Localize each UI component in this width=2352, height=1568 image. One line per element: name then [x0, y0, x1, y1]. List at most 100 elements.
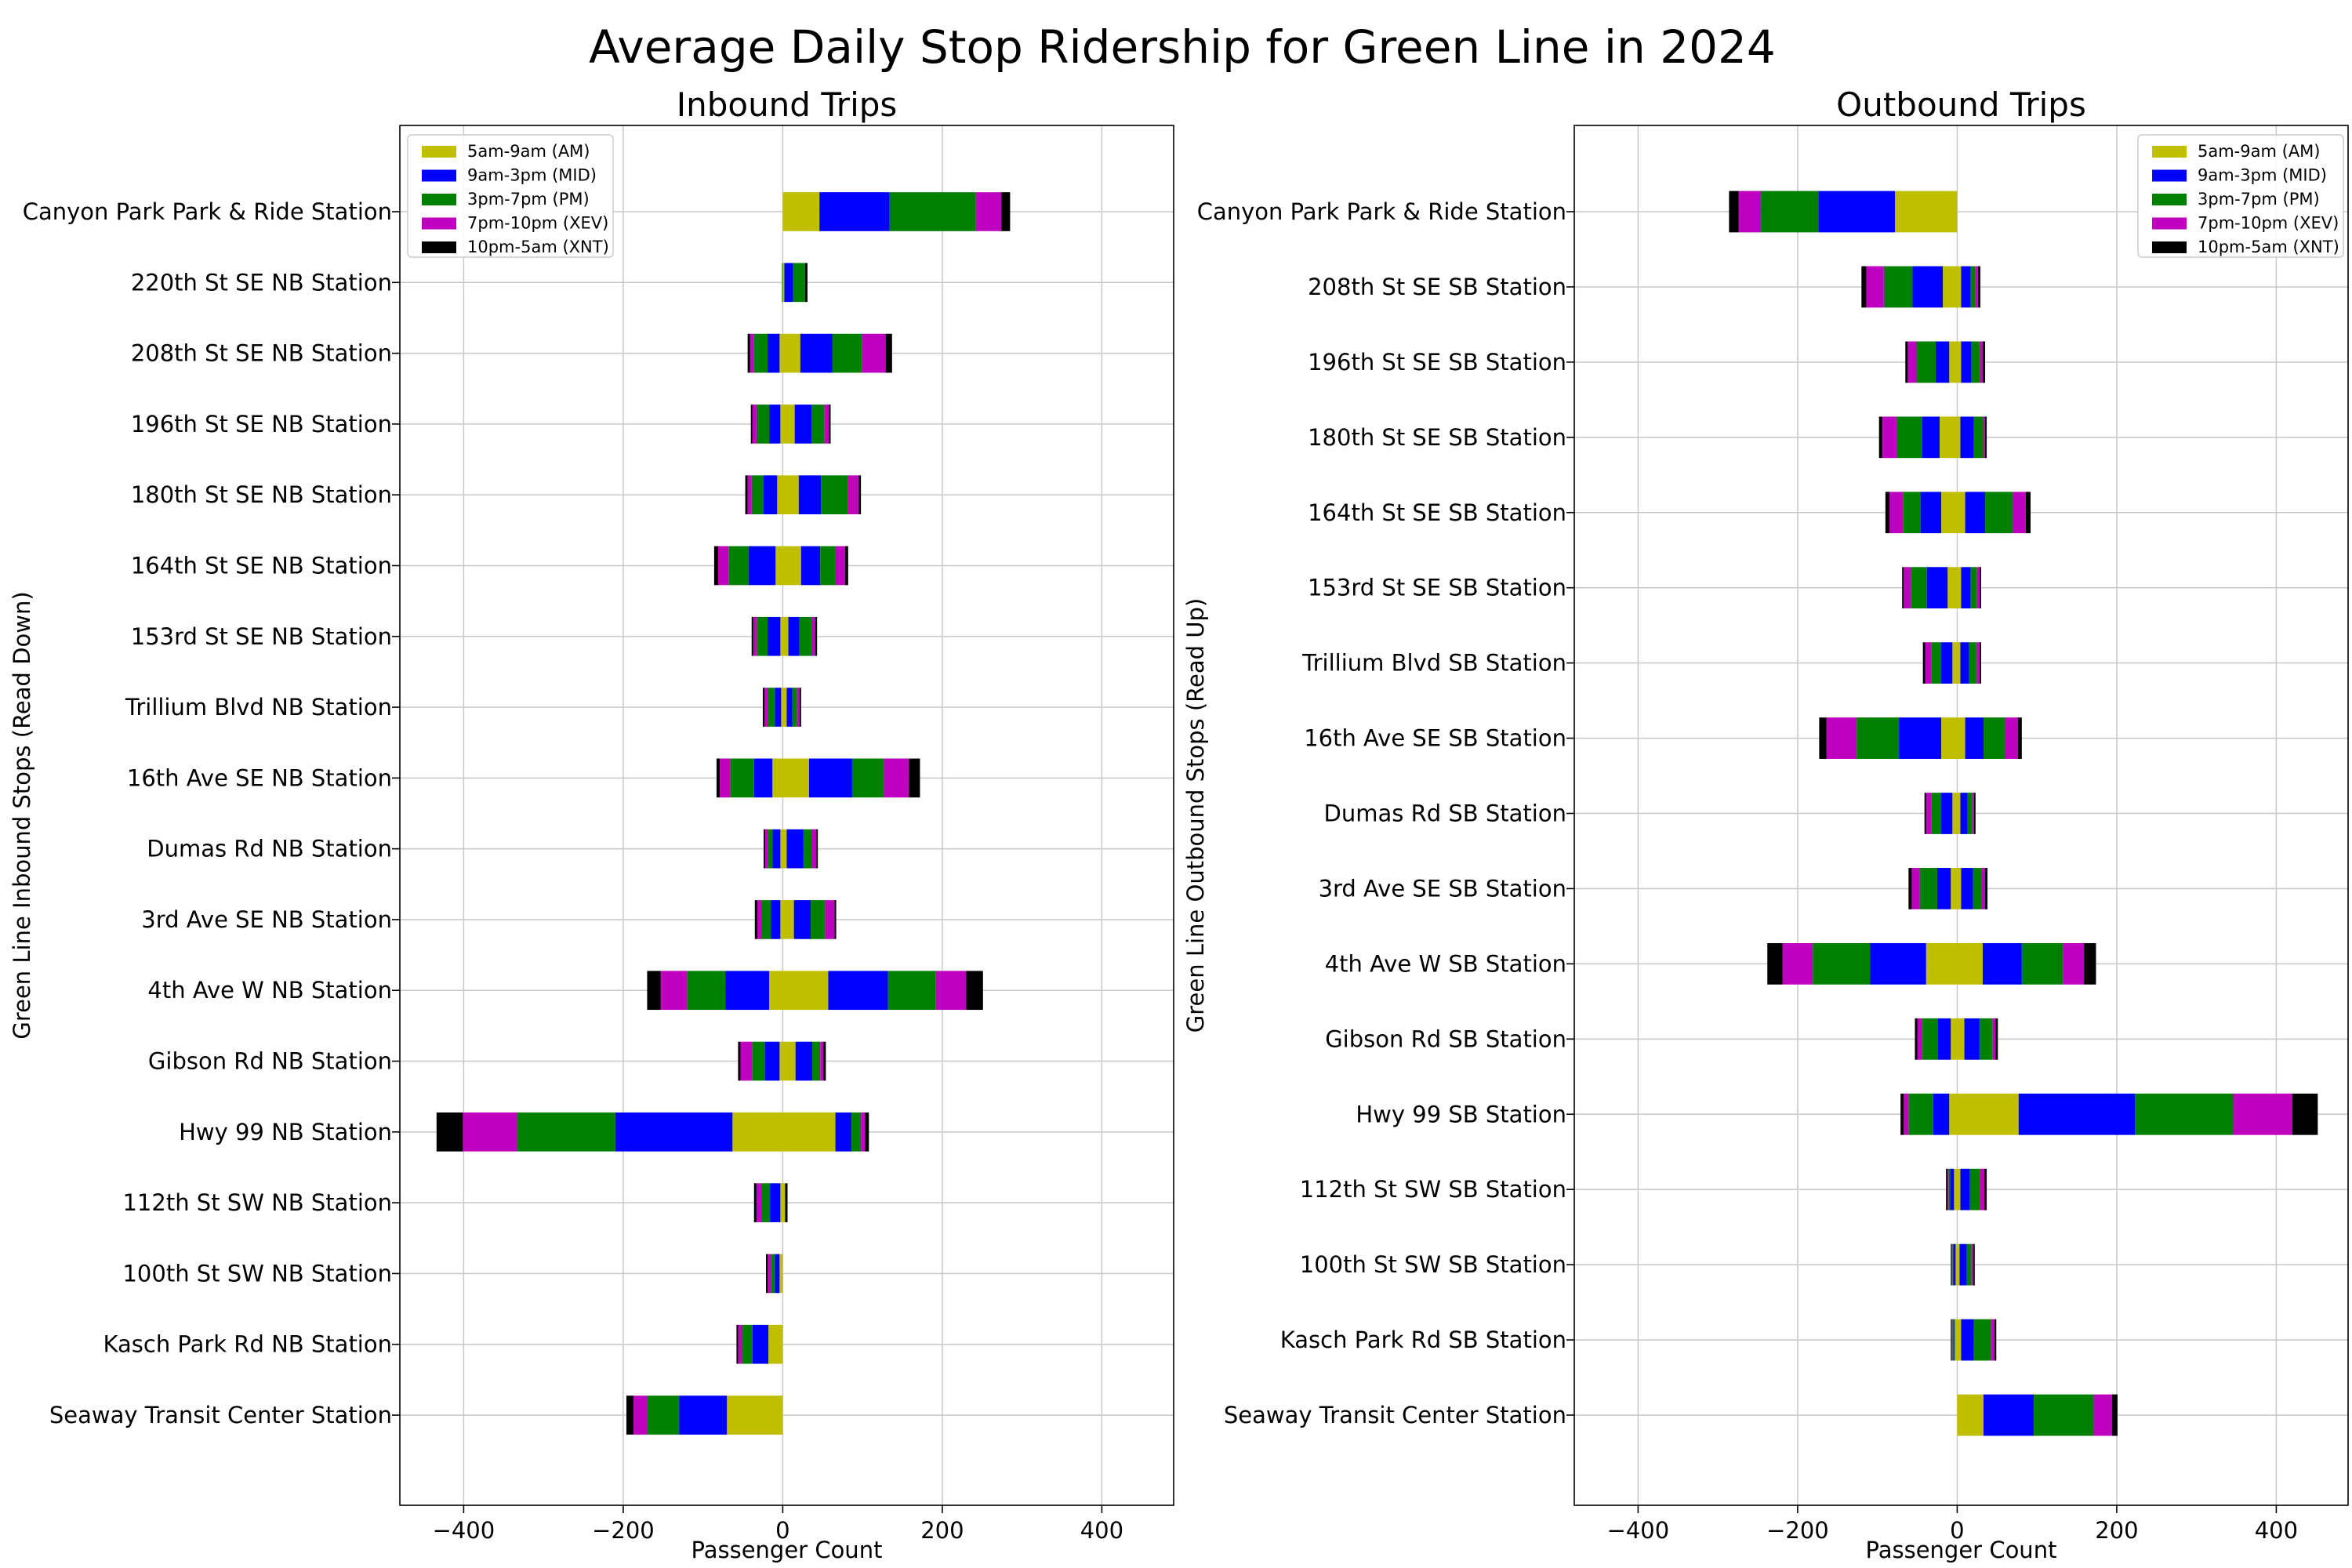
- legend-label: 10pm-5am (XNT): [467, 238, 609, 256]
- bar-segment: [1955, 1243, 1958, 1286]
- bar-segment: [768, 616, 781, 656]
- bar-segment: [1980, 1168, 1985, 1210]
- bar-segment: [1960, 642, 1969, 684]
- bar-segment: [1979, 567, 1981, 609]
- bar-segment: [779, 1041, 783, 1081]
- bar-segment: [1961, 567, 1971, 609]
- bar-segment: [1979, 642, 1981, 684]
- bar-segment: [782, 333, 800, 373]
- bar-segment: [1767, 942, 1783, 985]
- bar-segment: [2005, 717, 2018, 759]
- bar-segment: [1954, 1168, 1958, 1210]
- legend-swatch: [422, 169, 456, 182]
- bar-segment: [793, 900, 811, 939]
- legend-swatch: [2152, 241, 2187, 253]
- bar-segment: [1957, 341, 1962, 383]
- bar-segment: [782, 900, 794, 939]
- bar-segment: [1965, 717, 1984, 759]
- bar-segment: [800, 333, 833, 373]
- chart-title: Inbound Trips: [677, 85, 898, 124]
- bar-segment: [1895, 191, 1958, 233]
- legend-label: 7pm-10pm (XEV): [2198, 214, 2339, 233]
- bar-segment: [748, 546, 776, 586]
- bar-segment: [794, 405, 812, 444]
- bar-segment: [763, 829, 766, 869]
- bar-segment: [752, 405, 757, 444]
- bar-segment: [1907, 341, 1917, 383]
- bar-segment: [1982, 341, 1986, 383]
- bar-segment: [762, 688, 765, 727]
- bar-segment: [811, 616, 816, 656]
- bar-segment: [1983, 717, 2005, 759]
- bar-segment: [782, 1112, 836, 1152]
- legend-swatch: [422, 194, 456, 205]
- bar-segment: [1992, 1018, 1996, 1060]
- bar-segment: [679, 1396, 728, 1435]
- bar-segment: [781, 688, 783, 727]
- bar-segment: [727, 1396, 783, 1435]
- bar-segment: [717, 546, 729, 586]
- y-tick-label: 3rd Ave SE NB Station: [141, 906, 392, 933]
- bar-segment: [752, 1324, 769, 1364]
- bar-segment: [1899, 717, 1942, 759]
- bar-segment: [760, 900, 771, 939]
- bar-segment: [1904, 567, 1911, 609]
- bar-segment: [1924, 793, 1926, 834]
- bar-segment: [2018, 1093, 2136, 1135]
- y-axis-label: Green Line Outbound Stops (Read Up): [1182, 598, 1209, 1033]
- bar-segment: [768, 829, 773, 869]
- bar-segment: [768, 1254, 771, 1294]
- x-axis-label: Passenger Count: [1866, 1537, 2057, 1563]
- bar-segment: [1973, 793, 1976, 834]
- bar-segment: [728, 546, 749, 586]
- bar-segment: [851, 1112, 862, 1152]
- bar-segment: [1905, 341, 1908, 383]
- bar-segment: [1941, 492, 1958, 534]
- bar-segment: [1950, 1168, 1955, 1210]
- bar-segment: [1882, 416, 1897, 459]
- bar-segment: [1001, 192, 1011, 231]
- bar-segment: [769, 971, 783, 1011]
- bar-segment: [777, 475, 783, 515]
- plot-frame: [1573, 125, 2349, 1506]
- x-tick-label: 400: [2255, 1517, 2298, 1544]
- bar-segment: [2025, 492, 2031, 534]
- bar-segment: [751, 616, 753, 656]
- bar-segment: [780, 900, 783, 939]
- bar-segment: [1994, 1319, 1997, 1361]
- bar-segment: [823, 1041, 826, 1081]
- bar-segment: [436, 1112, 463, 1152]
- bar-segment: [1977, 266, 1980, 308]
- y-tick-label: 220th St SE NB Station: [131, 269, 392, 296]
- bar-segment: [784, 263, 793, 303]
- bar-segment: [1948, 1168, 1951, 1210]
- bar-segment: [1957, 1168, 1961, 1210]
- bar-segment: [812, 829, 817, 869]
- bar-segment: [816, 829, 818, 869]
- y-tick-label: 180th St SE SB Station: [1308, 424, 1566, 451]
- bar-segment: [1915, 1018, 1918, 1060]
- bar-segment: [1926, 942, 1958, 985]
- bar-segment: [2093, 1394, 2112, 1436]
- bar-segment: [771, 1254, 775, 1294]
- legend-label: 3pm-7pm (PM): [2198, 190, 2320, 209]
- bar-segment: [1941, 793, 1953, 834]
- bar-segment: [752, 1041, 766, 1081]
- legend-label: 7pm-10pm (XEV): [467, 214, 608, 233]
- bar-segment: [747, 475, 752, 515]
- bar-segment: [792, 688, 797, 727]
- bar-segment: [725, 971, 770, 1011]
- legend-swatch: [2152, 194, 2187, 205]
- bar-segment: [834, 900, 837, 939]
- y-tick-label: 208th St SE SB Station: [1308, 274, 1566, 300]
- legend-swatch: [422, 146, 456, 158]
- bar-segment: [782, 616, 789, 656]
- bar-segment: [782, 475, 799, 515]
- bar-segment: [1957, 1394, 1984, 1436]
- bar-segment: [1957, 1093, 2019, 1135]
- outbound-chart: −400 −200 0 200 400 Canyon Park Park & Ride S…: [1182, 85, 2349, 1563]
- y-tick-label: 4th Ave W SB Station: [1325, 950, 1566, 977]
- bar-segment: [1761, 191, 1819, 233]
- bar-segment: [1943, 266, 1958, 308]
